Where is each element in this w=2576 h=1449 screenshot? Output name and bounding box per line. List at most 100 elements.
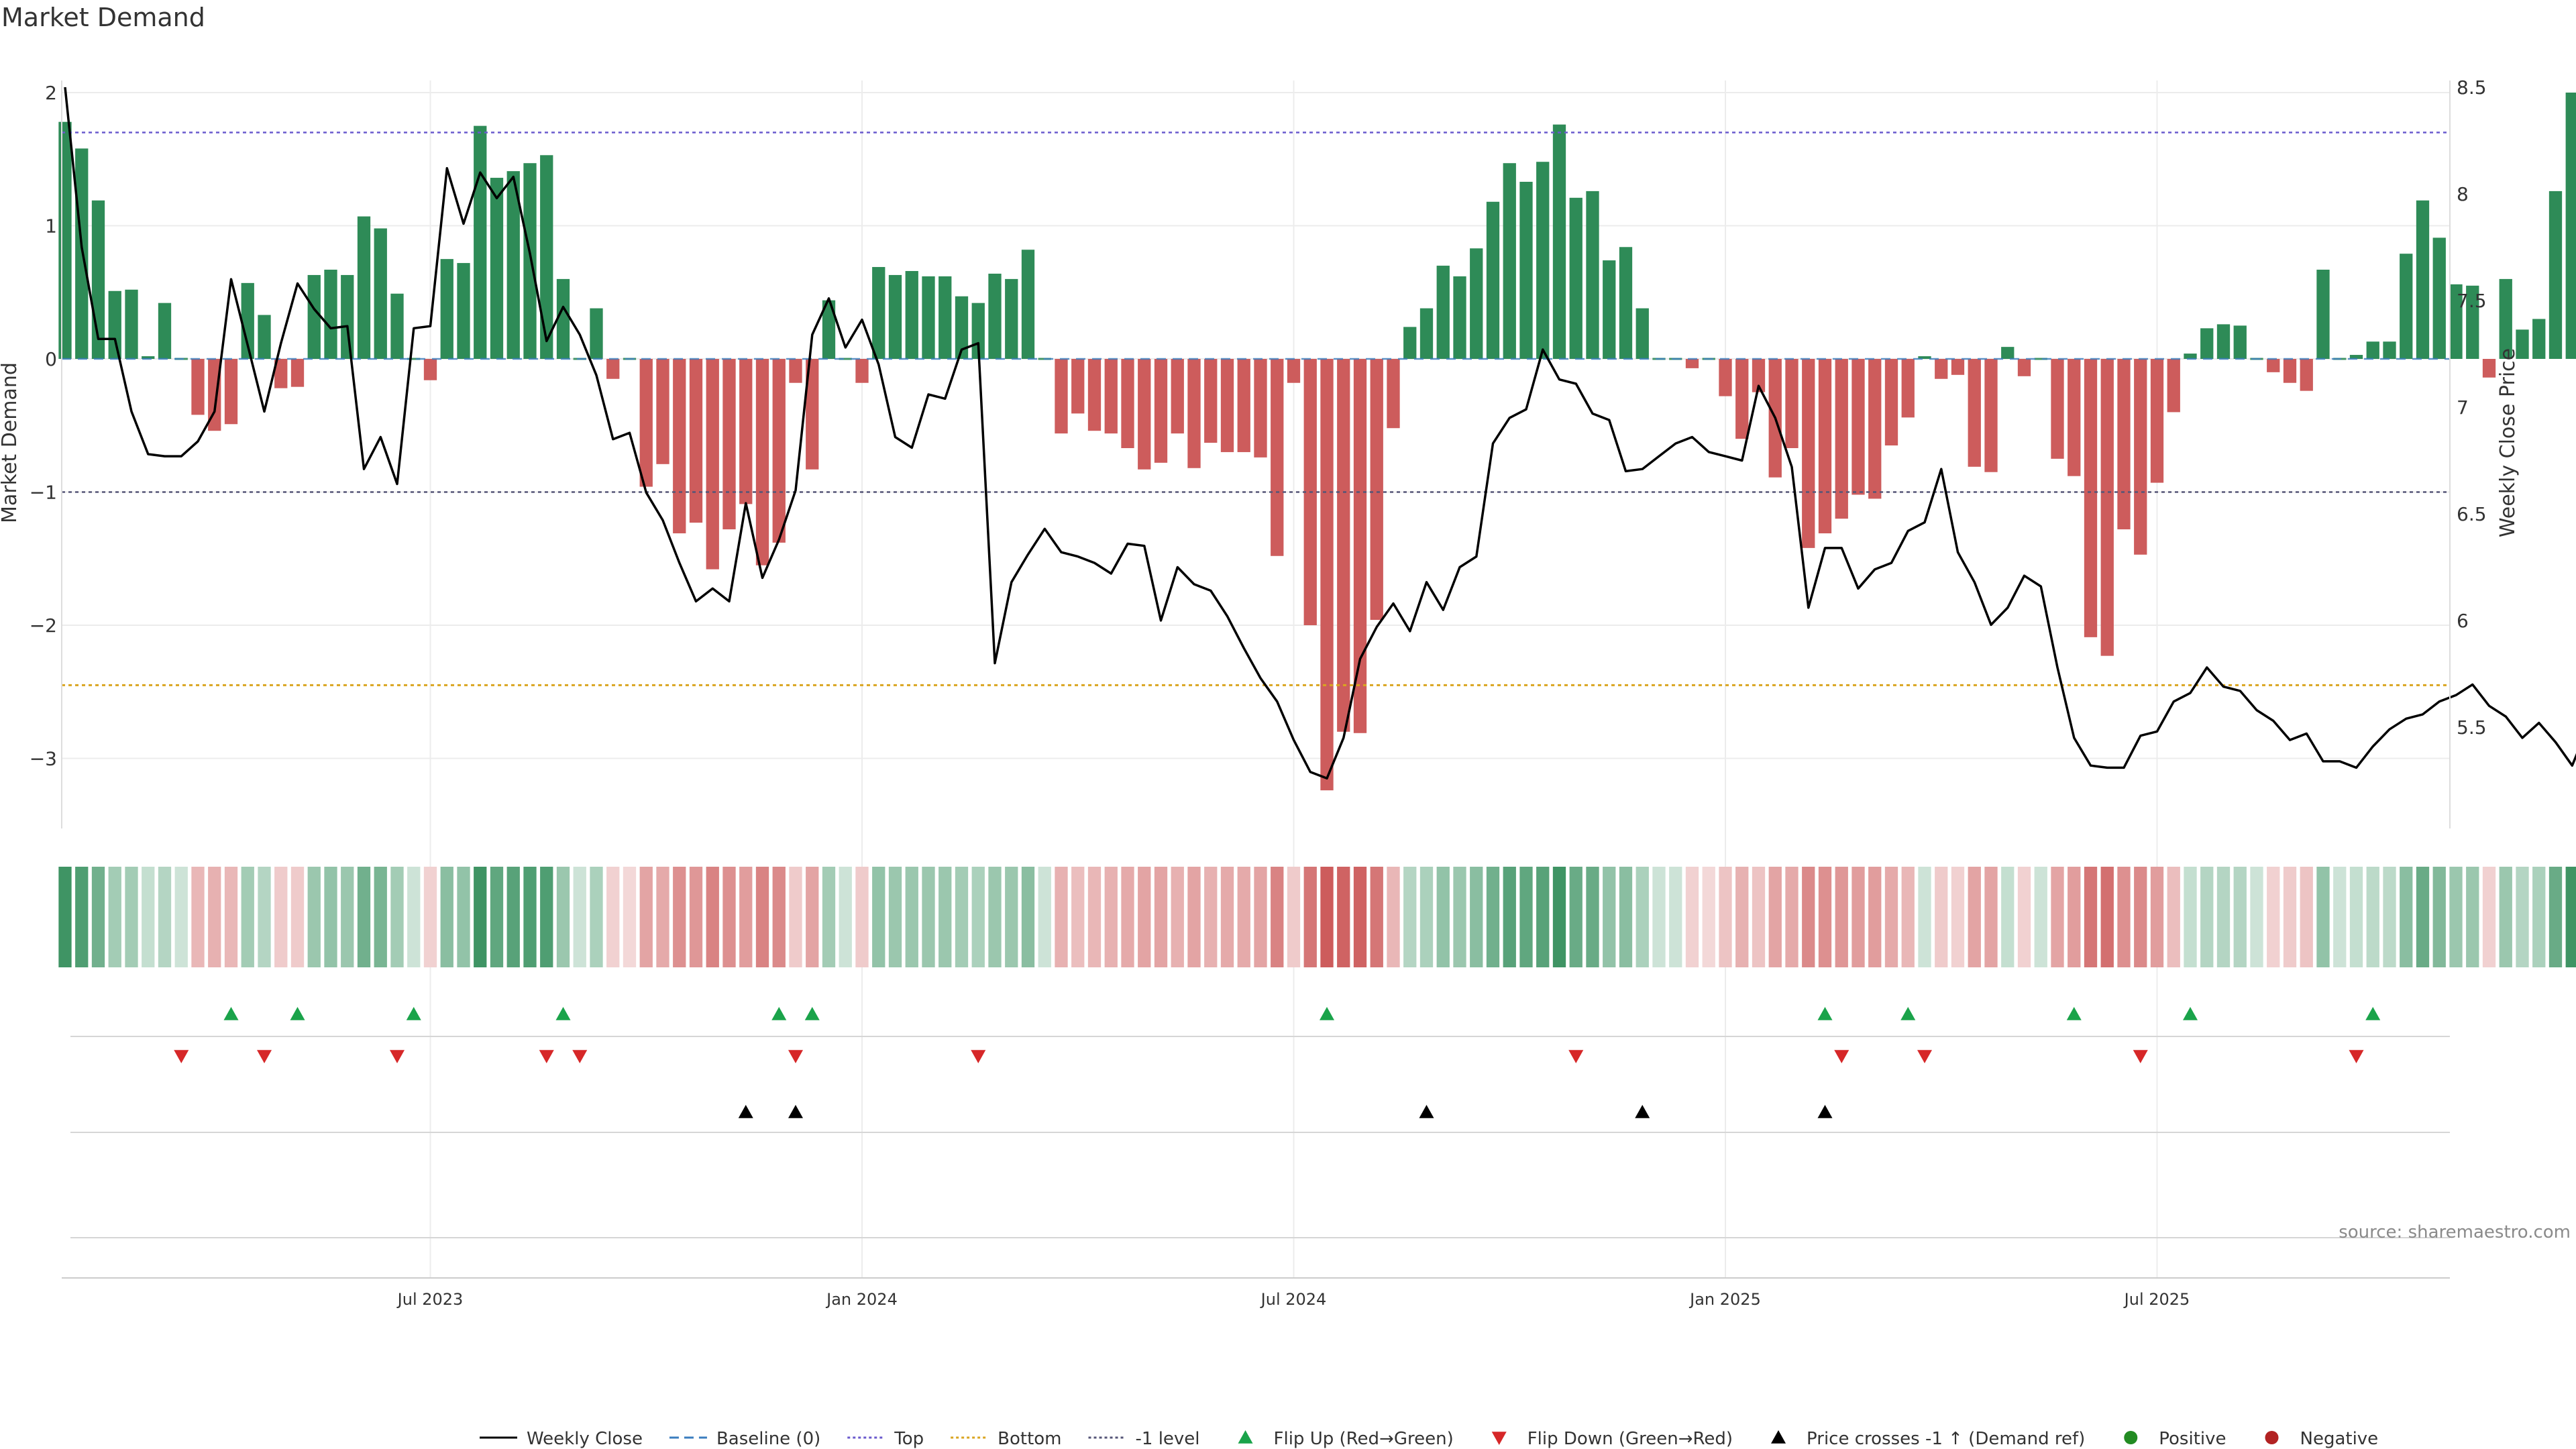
demand-bar xyxy=(1337,359,1350,732)
legend-item[interactable]: Weekly Close xyxy=(480,1429,643,1449)
demand-bar xyxy=(307,274,321,359)
legend-swatch-positive xyxy=(2124,1431,2138,1444)
heat-cell xyxy=(2283,867,2297,967)
heat-cell xyxy=(58,867,72,967)
heat-cell xyxy=(772,867,786,967)
legend-item[interactable]: Flip Down (Green→Red) xyxy=(1491,1429,1733,1449)
legend: Weekly Close Baseline (0) Top Bottom -1 leve… xyxy=(480,1429,2378,1449)
demand-bar xyxy=(2316,270,2330,359)
demand-bar xyxy=(390,293,404,359)
demand-bar xyxy=(407,358,421,360)
heat-cell xyxy=(2466,867,2479,967)
y-tick-label: 2 xyxy=(45,82,57,104)
demand-bar xyxy=(2383,341,2396,359)
heat-cell xyxy=(590,867,603,967)
demand-bar xyxy=(673,359,686,534)
weekly-close-line xyxy=(64,87,2576,780)
legend-label: Flip Down (Green→Red) xyxy=(1527,1429,1733,1449)
legend-item[interactable]: Price crosses -1 ↑ (Demand ref) xyxy=(1771,1429,2085,1449)
legend-label: Positive xyxy=(2159,1429,2226,1449)
heat-cell xyxy=(1586,867,1599,967)
heat-cell xyxy=(922,867,935,967)
flip-up-marker xyxy=(1900,1007,1916,1020)
legend-item[interactable]: Negative xyxy=(2265,1429,2379,1449)
legend-item[interactable]: Top xyxy=(847,1429,924,1449)
legend-item[interactable]: Flip Up (Red→Green) xyxy=(1238,1429,1454,1449)
demand-bar xyxy=(2416,200,2430,359)
heat-cell xyxy=(307,867,321,967)
heat-cell xyxy=(1702,867,1715,967)
heat-cell xyxy=(407,867,421,967)
heat-cell xyxy=(1619,867,1633,967)
demand-bar xyxy=(1353,359,1367,733)
heat-cell xyxy=(2565,867,2576,967)
demand-bar xyxy=(755,359,769,566)
demand-bar xyxy=(1835,359,1848,519)
flip-up-marker xyxy=(2183,1007,2198,1020)
heat-cell xyxy=(2482,867,2496,967)
heat-cell xyxy=(689,867,703,967)
legend-item[interactable]: Baseline (0) xyxy=(669,1429,820,1449)
reference-levels xyxy=(62,131,2450,686)
demand-bar xyxy=(2482,359,2496,378)
legend-item[interactable]: Positive xyxy=(2124,1429,2226,1449)
heat-cell xyxy=(1220,867,1234,967)
heat-cell xyxy=(1021,867,1035,967)
heat-cell xyxy=(1237,867,1250,967)
demand-bar xyxy=(938,276,952,359)
heat-cell xyxy=(971,867,985,967)
demand-bar xyxy=(1735,359,1749,439)
demand-bar xyxy=(474,125,487,359)
heat-cell xyxy=(739,867,753,967)
heat-cell xyxy=(1735,867,1749,967)
flip-down-marker xyxy=(1568,1050,1584,1063)
demand-bar xyxy=(1254,359,1267,458)
demand-bar xyxy=(2167,359,2180,413)
flip-up-marker xyxy=(2365,1007,2381,1020)
heat-cell xyxy=(706,867,719,967)
flip-down-marker xyxy=(2133,1050,2148,1063)
demand-bar xyxy=(2150,359,2164,483)
heat-cell xyxy=(191,867,205,967)
heat-cell xyxy=(2300,867,2313,967)
y2-tick-label: 6.5 xyxy=(2457,503,2487,525)
heat-cell xyxy=(1187,867,1201,967)
heat-cell xyxy=(1984,867,1998,967)
heat-cell xyxy=(224,867,238,967)
legend-item[interactable]: -1 level xyxy=(1088,1429,1200,1449)
heat-cell xyxy=(1536,867,1550,967)
demand-bar xyxy=(1603,260,1616,359)
heat-cell xyxy=(1071,867,1085,967)
heat-cell xyxy=(1453,867,1466,967)
flip-up-marker xyxy=(2066,1007,2082,1020)
demand-bar xyxy=(2516,329,2529,359)
demand-bar xyxy=(1419,308,1434,359)
demand-bar xyxy=(506,171,520,360)
heat-cell xyxy=(639,867,653,967)
y2-tick-label: 5.5 xyxy=(2457,716,2487,739)
heat-cell xyxy=(822,867,836,967)
demand-bar xyxy=(1818,359,1832,534)
y2-tick-label: 8.5 xyxy=(2457,76,2487,99)
demand-bar xyxy=(1021,250,1035,359)
heat-cell xyxy=(2001,867,2015,967)
demand-bar xyxy=(2267,359,2280,372)
demand-bar xyxy=(290,359,305,387)
heatmap-strip xyxy=(58,867,2576,967)
demand-bar xyxy=(1154,359,1168,463)
heat-cell xyxy=(673,867,686,967)
heat-cell xyxy=(573,867,586,967)
demand-bar xyxy=(1320,359,1334,791)
heat-cell xyxy=(142,867,155,967)
heat-cell xyxy=(2068,867,2081,967)
heat-cell xyxy=(374,867,387,967)
heat-cell xyxy=(1055,867,1068,967)
demand-bar xyxy=(2283,359,2297,383)
demand-bar xyxy=(1802,359,1815,548)
heat-cell xyxy=(2449,867,2463,967)
heat-cell xyxy=(2117,867,2131,967)
heat-cell xyxy=(2532,867,2546,967)
legend-item[interactable]: Bottom xyxy=(951,1429,1062,1449)
demand-bar xyxy=(2051,359,2064,459)
